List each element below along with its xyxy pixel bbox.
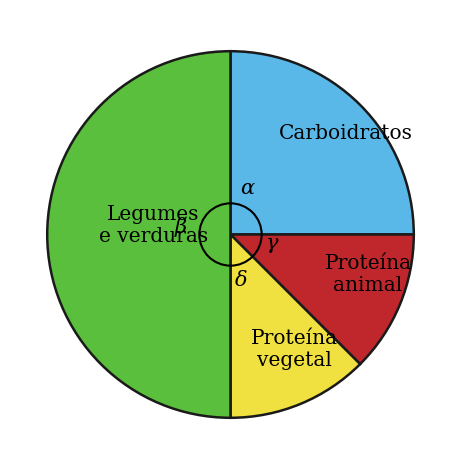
Text: Carboidratos: Carboidratos [279, 124, 413, 143]
Wedge shape [230, 51, 414, 235]
Text: α: α [240, 179, 254, 198]
Text: δ: δ [235, 271, 248, 290]
Text: Legumes
e verduras: Legumes e verduras [99, 205, 208, 246]
Wedge shape [230, 234, 414, 364]
Text: Proteína
vegetal: Proteína vegetal [251, 329, 338, 371]
Text: β: β [175, 217, 187, 237]
Wedge shape [230, 234, 360, 418]
Text: Proteína
animal: Proteína animal [325, 254, 412, 295]
Wedge shape [47, 51, 230, 418]
Text: γ: γ [266, 234, 279, 253]
